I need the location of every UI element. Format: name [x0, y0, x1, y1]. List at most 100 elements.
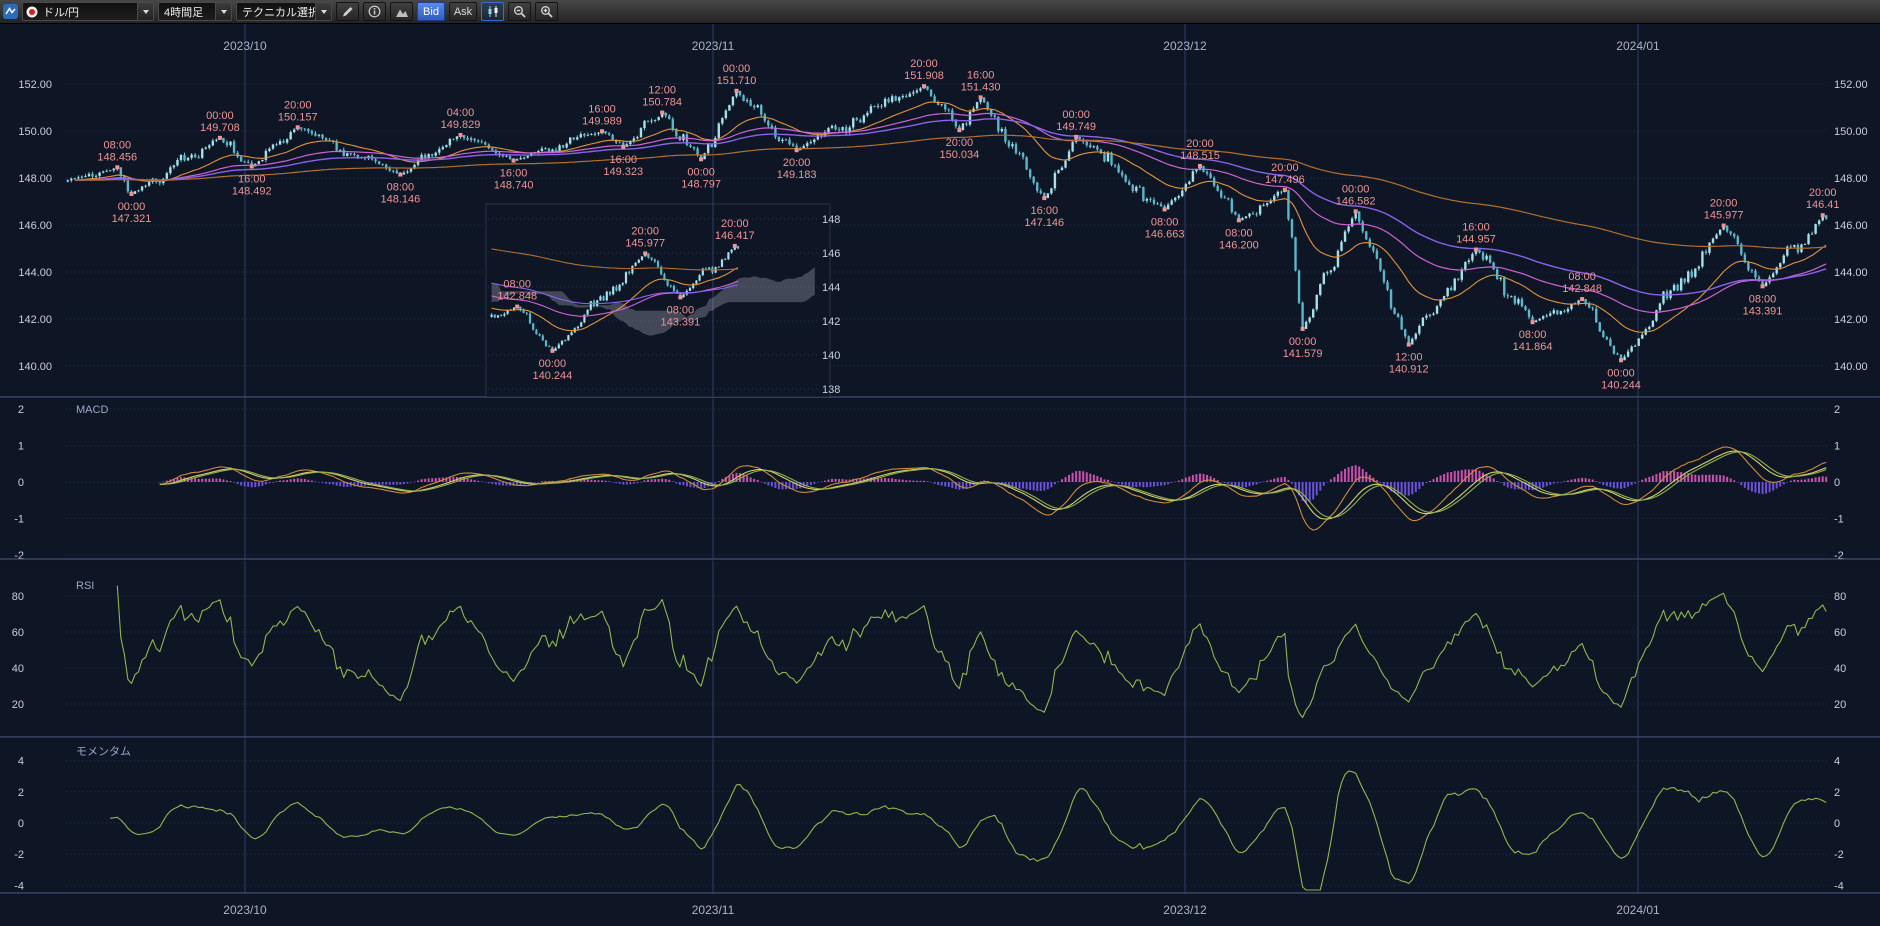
- svg-text:140.00: 140.00: [1834, 361, 1868, 373]
- pair-select[interactable]: ドル/円: [22, 2, 154, 21]
- chart-area[interactable]: 08:00 148.456 00:00 147.321 00:00 149.708 16:0…: [0, 24, 1880, 921]
- svg-text:144: 144: [822, 282, 840, 294]
- svg-text:-2: -2: [14, 550, 24, 562]
- timeframe-chevron-down-icon[interactable]: [215, 3, 231, 20]
- svg-text:20: 20: [1834, 699, 1846, 711]
- info-icon: [368, 5, 381, 18]
- svg-text:20:00: 20:00: [910, 58, 938, 70]
- rsi-panel: [116, 585, 1827, 719]
- pair-chevron-down-icon[interactable]: [137, 3, 153, 20]
- svg-text:20:00: 20:00: [783, 157, 811, 169]
- svg-text:149.749: 149.749: [1056, 121, 1096, 133]
- svg-text:1: 1: [1834, 441, 1840, 453]
- macd-panel: [158, 446, 1828, 531]
- chart-area-button[interactable]: [390, 2, 413, 21]
- svg-text:145.977: 145.977: [1704, 210, 1744, 222]
- svg-text:20:00: 20:00: [721, 218, 749, 230]
- svg-text:4: 4: [1834, 756, 1840, 768]
- pencil-icon: [343, 7, 353, 17]
- svg-text:0: 0: [1834, 477, 1840, 489]
- svg-text:148: 148: [822, 214, 840, 226]
- draw-tool-button[interactable]: [336, 2, 359, 21]
- svg-text:4: 4: [18, 756, 24, 768]
- candlestick-style-button[interactable]: [481, 2, 504, 21]
- svg-text:140.244: 140.244: [1601, 379, 1641, 391]
- info-button[interactable]: [363, 2, 386, 21]
- svg-text:2: 2: [1834, 787, 1840, 799]
- svg-text:142.848: 142.848: [497, 291, 537, 303]
- svg-text:12:00: 12:00: [1395, 352, 1423, 364]
- mountain-chart-icon: [395, 9, 408, 17]
- svg-text:08:00: 08:00: [1519, 329, 1547, 341]
- svg-text:16:00: 16:00: [967, 69, 995, 81]
- candles: [66, 86, 1828, 361]
- svg-text:00:00: 00:00: [687, 166, 715, 178]
- svg-text:16:00: 16:00: [1462, 222, 1490, 234]
- svg-text:RSI: RSI: [76, 580, 94, 592]
- svg-text:149.183: 149.183: [777, 169, 817, 181]
- svg-text:149.708: 149.708: [200, 122, 240, 134]
- svg-text:150.784: 150.784: [642, 97, 682, 109]
- bid-button[interactable]: Bid: [417, 2, 445, 21]
- svg-text:148.456: 148.456: [97, 151, 137, 163]
- svg-text:152.00: 152.00: [1834, 79, 1868, 91]
- svg-text:144.00: 144.00: [1834, 267, 1868, 279]
- svg-text:40: 40: [12, 663, 24, 675]
- svg-text:152.00: 152.00: [18, 79, 52, 91]
- svg-text:148.146: 148.146: [380, 194, 420, 206]
- svg-text:16:00: 16:00: [609, 154, 637, 166]
- svg-text:16:00: 16:00: [1031, 205, 1059, 217]
- svg-text:150.00: 150.00: [1834, 126, 1868, 138]
- svg-text:0: 0: [18, 477, 24, 489]
- timeframe-label: 4時間足: [164, 6, 204, 19]
- zoom-in-button[interactable]: [535, 2, 558, 21]
- svg-text:150.157: 150.157: [278, 111, 318, 123]
- svg-text:151.430: 151.430: [961, 81, 1001, 93]
- svg-text:08:00: 08:00: [1151, 216, 1179, 228]
- svg-text:-2: -2: [1834, 550, 1844, 562]
- svg-text:149.323: 149.323: [603, 166, 643, 178]
- technical-label: テクニカル選択: [242, 6, 315, 19]
- svg-text:148.00: 148.00: [1834, 173, 1868, 185]
- svg-text:148.00: 148.00: [18, 173, 52, 185]
- svg-text:144.00: 144.00: [18, 267, 52, 279]
- svg-text:2023/12: 2023/12: [1163, 903, 1207, 917]
- svg-text:146.417: 146.417: [715, 230, 755, 242]
- svg-text:142: 142: [822, 316, 840, 328]
- svg-text:141.579: 141.579: [1283, 348, 1323, 360]
- svg-text:00:00: 00:00: [539, 358, 567, 370]
- svg-text:2023/11: 2023/11: [692, 903, 735, 917]
- timeframe-select[interactable]: 4時間足: [158, 2, 232, 21]
- technical-chevron-down-icon[interactable]: [315, 3, 331, 20]
- svg-text:-2: -2: [14, 849, 24, 861]
- svg-text:16:00: 16:00: [588, 103, 616, 115]
- technical-select[interactable]: テクニカル選択: [236, 2, 332, 21]
- svg-text:146.41: 146.41: [1806, 199, 1840, 211]
- app-logo-icon: [3, 4, 18, 19]
- svg-text:147.146: 147.146: [1024, 217, 1064, 229]
- svg-text:146.00: 146.00: [18, 220, 52, 232]
- svg-text:140.00: 140.00: [18, 361, 52, 373]
- svg-text:-4: -4: [1834, 880, 1844, 892]
- swing-annotations: 08:00 148.456 00:00 147.321 00:00 149.708 16:0…: [97, 58, 1839, 391]
- svg-text:04:00: 04:00: [447, 107, 475, 119]
- svg-text:20:00: 20:00: [946, 137, 974, 149]
- svg-text:148.492: 148.492: [232, 185, 272, 197]
- svg-text:141.864: 141.864: [1513, 341, 1553, 353]
- svg-text:146.582: 146.582: [1336, 195, 1376, 207]
- svg-text:151.710: 151.710: [717, 75, 757, 87]
- svg-text:40: 40: [1834, 663, 1846, 675]
- svg-text:2024/01: 2024/01: [1616, 39, 1660, 53]
- zoom-out-button[interactable]: [508, 2, 531, 21]
- pair-label: ドル/円: [43, 6, 80, 19]
- svg-text:2023/12: 2023/12: [1163, 39, 1207, 53]
- svg-text:2: 2: [18, 404, 24, 416]
- price-chart-svg[interactable]: 08:00 148.456 00:00 147.321 00:00 149.708 16:0…: [0, 24, 1880, 921]
- moving-averages: [74, 101, 1827, 333]
- svg-text:147.321: 147.321: [112, 213, 152, 225]
- svg-text:146: 146: [822, 248, 840, 260]
- svg-text:16:00: 16:00: [238, 173, 266, 185]
- ask-button[interactable]: Ask: [449, 2, 477, 21]
- svg-text:146.663: 146.663: [1145, 228, 1185, 240]
- svg-text:-1: -1: [14, 514, 24, 526]
